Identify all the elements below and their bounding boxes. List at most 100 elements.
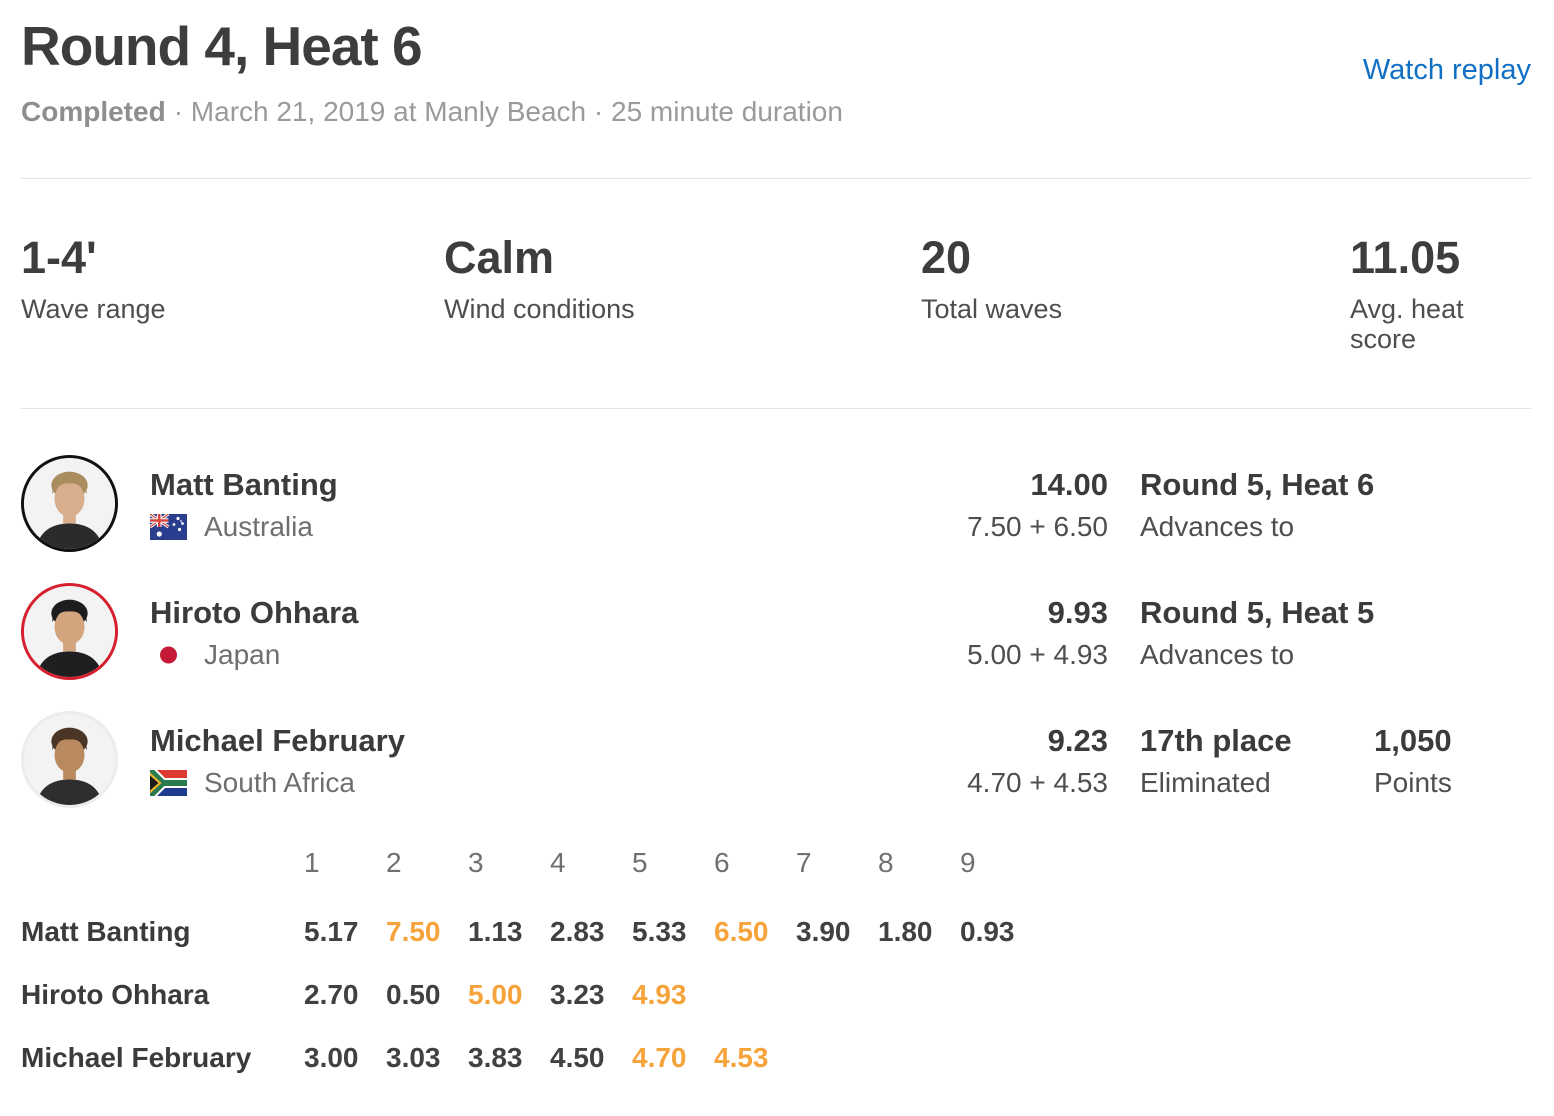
stat-avg-heat-score: 11.05 Avg. heat score	[1350, 232, 1531, 355]
stat-value: Calm	[444, 232, 555, 283]
points-label: Points	[1374, 767, 1452, 798]
wave-score: 0.93	[960, 916, 1015, 947]
wave-header-spacer	[21, 847, 304, 879]
heat-total-score: 9.23 4.70 + 4.53	[967, 724, 1108, 798]
stat-label: Avg. heat score	[1350, 294, 1464, 354]
wave-score: 4.93	[632, 979, 687, 1010]
wave-score: 1.13	[468, 916, 523, 947]
total-score: 14.00	[1030, 467, 1108, 502]
wave-score: 4.70	[632, 1042, 687, 1073]
surfer-info: Michael February South Africa	[150, 711, 405, 808]
score-breakdown: 7.50 + 6.50	[967, 511, 1108, 542]
score-breakdown: 5.00 + 4.93	[967, 639, 1108, 670]
wave-row-hiroto-ohhara: Hiroto Ohhara 2.70 0.50 5.00 3.23 4.93	[21, 979, 1531, 1011]
wave-score: 2.70	[304, 979, 359, 1010]
stat-label: Wave range	[21, 294, 166, 324]
wave-number-header: 4	[550, 847, 566, 878]
heat-meta-text: · March 21, 2019 at Manly Beach · 25 min…	[173, 96, 843, 127]
wave-number-header: 6	[714, 847, 730, 878]
wave-surfer-name: Hiroto Ohhara	[21, 979, 210, 1010]
result-column: Round 5, Heat 5 Advances to	[1140, 596, 1374, 670]
au-flag-icon	[150, 514, 187, 540]
page-title: Round 4, Heat 6	[21, 15, 423, 77]
result-subtitle: Advances to	[1140, 639, 1295, 670]
result-title: 17th place	[1140, 723, 1292, 758]
avatar	[21, 583, 118, 680]
divider	[21, 408, 1531, 409]
wave-scores-table: 1 2 3 4 5 6 7 8 9 Matt Banting 5.17 7.50 1.13 2.83 5.3…	[21, 847, 1531, 1074]
avatar	[21, 711, 118, 808]
wave-score: 6.50	[714, 916, 769, 947]
surfer-name: Michael February	[150, 723, 405, 758]
wave-row-michael-february: Michael February 3.00 3.03 3.83 4.50 4.70 4.53	[21, 1042, 1531, 1074]
surfer-name: Matt Banting	[150, 467, 338, 502]
wave-score: 3.23	[550, 979, 605, 1010]
heat-total-score: 14.00 7.50 + 6.50	[967, 468, 1108, 542]
stat-wave-range: 1-4' Wave range	[21, 234, 444, 354]
surfer-country: South Africa	[204, 767, 355, 798]
stat-label: Total waves	[921, 294, 1063, 324]
surfer-results: Matt Banting Australia 14.00 7.50 + 6.50 Rou…	[21, 409, 1531, 808]
wave-score: 4.50	[550, 1042, 605, 1073]
wave-score: 2.83	[550, 916, 605, 947]
wave-score: 1.80	[878, 916, 933, 947]
stat-value: 1-4'	[21, 232, 97, 283]
stat-value: 11.05	[1350, 232, 1461, 283]
heat-header: Round 4, Heat 6 Watch replay Completed · …	[21, 16, 1531, 127]
surfer-row-michael-february[interactable]: Michael February South Africa 9.23 4.70 + 4…	[21, 711, 1531, 808]
score-breakdown: 4.70 + 4.53	[967, 767, 1108, 798]
stat-total-waves: 20 Total waves	[921, 234, 1350, 354]
wave-row-matt-banting: Matt Banting 5.17 7.50 1.13 2.83 5.33 6.50 3.90…	[21, 916, 1531, 948]
surfer-name: Hiroto Ohhara	[150, 595, 359, 630]
wave-score: 0.50	[386, 979, 441, 1010]
stats-row: 1-4' Wave range Calm Wind conditions 20 Total…	[21, 179, 1531, 355]
heat-meta: Completed · March 21, 2019 at Manly Beach…	[21, 97, 1531, 127]
result-subtitle: Advances to	[1140, 511, 1295, 542]
points-column: 1,050 Points	[1374, 724, 1452, 798]
wave-score: 3.83	[468, 1042, 523, 1073]
surfer-info: Matt Banting Australia	[150, 455, 338, 552]
result-title: Round 5, Heat 5	[1140, 595, 1375, 630]
wave-number-header: 7	[796, 847, 812, 878]
surfer-country: Japan	[204, 639, 281, 670]
stat-label: Wind conditions	[444, 294, 635, 324]
wave-score: 3.00	[304, 1042, 359, 1073]
result-column: Round 5, Heat 6 Advances to	[1140, 468, 1374, 542]
total-score: 9.93	[1047, 595, 1108, 630]
watch-replay-link[interactable]: Watch replay	[1362, 54, 1531, 86]
divider	[21, 178, 1531, 179]
wave-number-header: 1	[304, 847, 320, 878]
wave-score: 5.17	[304, 916, 359, 947]
wave-score: 3.03	[386, 1042, 441, 1073]
country-row: Australia	[150, 511, 338, 542]
result-column: 17th place Eliminated	[1140, 724, 1292, 798]
stat-wind-conditions: Calm Wind conditions	[444, 234, 921, 354]
country-row: South Africa	[150, 767, 405, 798]
surfer-info: Hiroto Ohhara Japan	[150, 583, 358, 680]
wave-score: 5.00	[468, 979, 523, 1010]
result-title: Round 5, Heat 6	[1140, 467, 1375, 502]
wave-score: 4.53	[714, 1042, 769, 1073]
wave-score: 5.33	[632, 916, 687, 947]
surfer-country: Australia	[204, 511, 313, 542]
points-value: 1,050	[1374, 723, 1452, 758]
wave-number-header: 5	[632, 847, 648, 878]
jp-flag-icon	[150, 642, 187, 668]
wave-number-header: 8	[878, 847, 894, 878]
wave-number-header: 2	[386, 847, 402, 878]
surfer-row-hiroto-ohhara[interactable]: Hiroto Ohhara Japan 9.93 5.00 + 4.93 Round 5…	[21, 583, 1531, 680]
total-score: 9.23	[1047, 723, 1108, 758]
avatar	[21, 455, 118, 552]
wave-header-row: 1 2 3 4 5 6 7 8 9	[21, 847, 1531, 879]
surfer-row-matt-banting[interactable]: Matt Banting Australia 14.00 7.50 + 6.50 Rou…	[21, 455, 1531, 552]
wave-number-header: 3	[468, 847, 484, 878]
result-subtitle: Eliminated	[1140, 767, 1271, 798]
country-row: Japan	[150, 639, 358, 670]
wave-surfer-name: Michael February	[21, 1042, 252, 1073]
wave-surfer-name: Matt Banting	[21, 916, 191, 947]
heat-status: Completed	[21, 96, 166, 127]
za-flag-icon	[150, 770, 187, 796]
stat-value: 20	[921, 232, 972, 283]
wave-score: 3.90	[796, 916, 851, 947]
